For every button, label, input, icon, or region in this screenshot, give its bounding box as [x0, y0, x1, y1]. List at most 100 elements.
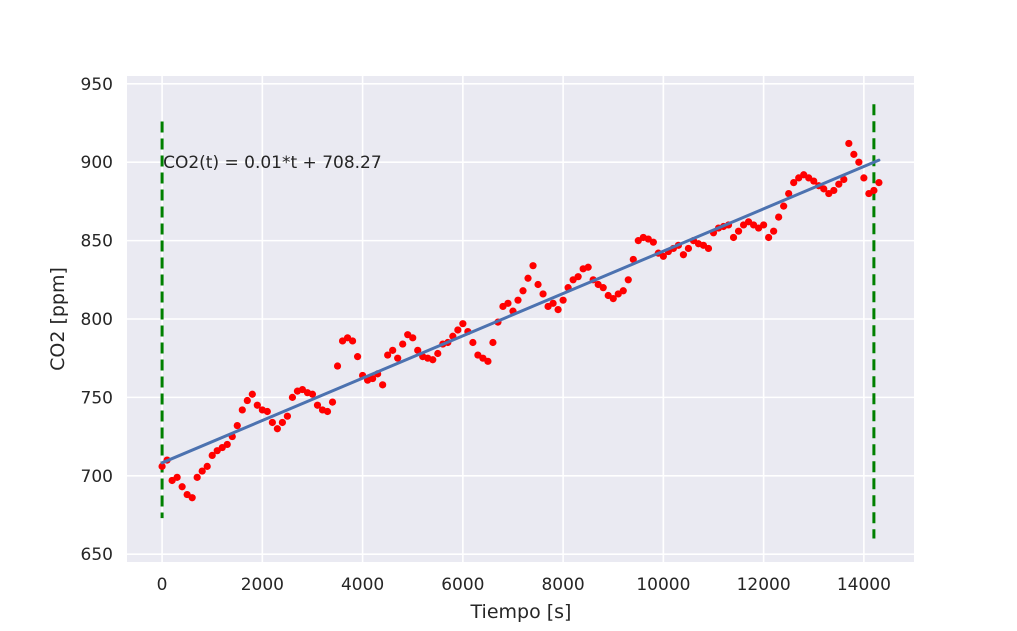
data-point	[850, 150, 858, 158]
data-point	[539, 290, 547, 298]
data-point	[504, 299, 512, 307]
data-point	[529, 262, 537, 270]
data-point	[790, 179, 798, 187]
y-tick-label: 800	[81, 310, 113, 330]
y-tick-label: 850	[81, 232, 113, 252]
data-point	[820, 185, 828, 193]
y-tick-label: 700	[81, 467, 113, 487]
data-point	[313, 401, 322, 409]
data-point	[253, 401, 261, 409]
data-point	[830, 186, 838, 195]
boundary-lines	[160, 104, 876, 539]
data-point	[409, 334, 417, 342]
grid	[127, 76, 914, 562]
data-point	[454, 326, 462, 334]
data-point	[835, 180, 843, 188]
data-point	[870, 186, 878, 195]
data-point	[268, 418, 276, 427]
data-point	[659, 252, 667, 260]
data-point	[629, 255, 637, 264]
data-point	[323, 407, 332, 416]
fit-equation-annotation: CO2(t) = 0.01*t + 708.27	[163, 153, 382, 173]
data-point	[770, 227, 778, 235]
data-point	[288, 393, 297, 401]
x-tick-label: 6000	[441, 575, 484, 595]
x-axis-label: Tiempo [s]	[470, 601, 572, 623]
data-point	[729, 233, 738, 242]
x-tick-labels: 0 2000 4000 6000 8000 10000 12000 14000	[157, 575, 891, 595]
data-point	[684, 244, 693, 253]
data-point	[158, 462, 166, 470]
data-point	[549, 299, 557, 307]
data-point	[193, 473, 201, 481]
y-tick-label: 900	[81, 153, 113, 173]
data-point	[574, 273, 582, 281]
data-point	[243, 396, 251, 405]
data-point	[389, 346, 397, 354]
data-point	[484, 357, 492, 365]
data-point	[840, 175, 848, 184]
data-point	[780, 202, 788, 210]
x-tick-label: 2000	[241, 575, 284, 595]
data-point	[624, 276, 632, 284]
data-point	[273, 425, 281, 433]
data-point	[810, 177, 818, 185]
data-point	[248, 390, 256, 398]
data-point	[173, 473, 181, 481]
data-point	[609, 295, 617, 303]
data-point	[534, 280, 542, 289]
x-tick-label: 12000	[737, 575, 791, 595]
data-point	[734, 227, 743, 235]
data-point	[283, 412, 292, 420]
data-point	[414, 346, 422, 354]
data-point	[263, 407, 271, 416]
data-point	[399, 340, 407, 348]
x-tick-label: 10000	[636, 575, 690, 595]
data-point	[519, 287, 527, 295]
data-point	[308, 390, 317, 398]
data-point	[599, 284, 607, 292]
data-point	[178, 483, 186, 491]
data-point	[188, 494, 196, 502]
data-point	[379, 381, 387, 389]
data-point	[394, 354, 402, 362]
y-axis-label: CO2 [ppm]	[47, 267, 69, 371]
x-tick-label: 8000	[541, 575, 584, 595]
data-point	[785, 189, 793, 198]
data-point	[679, 251, 688, 259]
data-point	[233, 422, 241, 430]
x-tick-label: 0	[157, 575, 168, 595]
data-point	[845, 139, 853, 148]
data-points	[158, 139, 883, 502]
data-point	[198, 467, 206, 475]
x-tick-label: 14000	[837, 575, 891, 595]
data-point	[514, 296, 522, 304]
data-point	[469, 338, 477, 347]
data-point	[384, 351, 392, 359]
y-tick-label: 750	[81, 388, 113, 408]
data-point	[459, 320, 467, 328]
data-point	[434, 349, 442, 358]
data-point	[524, 274, 532, 282]
x-tick-label: 4000	[341, 575, 384, 595]
data-point	[875, 179, 883, 187]
data-point	[855, 158, 863, 166]
data-point	[704, 244, 713, 253]
data-point	[328, 398, 337, 406]
data-point	[333, 362, 342, 370]
data-point	[208, 451, 216, 459]
data-point	[369, 374, 377, 383]
data-point	[278, 418, 286, 427]
data-point	[760, 221, 768, 229]
data-point	[203, 462, 211, 470]
data-point	[559, 296, 567, 304]
y-tick-label: 950	[81, 75, 113, 95]
data-point	[775, 213, 783, 221]
data-point	[619, 287, 627, 295]
y-tick-label: 650	[81, 545, 113, 565]
data-point	[238, 406, 246, 414]
data-point	[348, 337, 357, 345]
data-point	[353, 353, 362, 361]
data-point	[765, 233, 773, 242]
